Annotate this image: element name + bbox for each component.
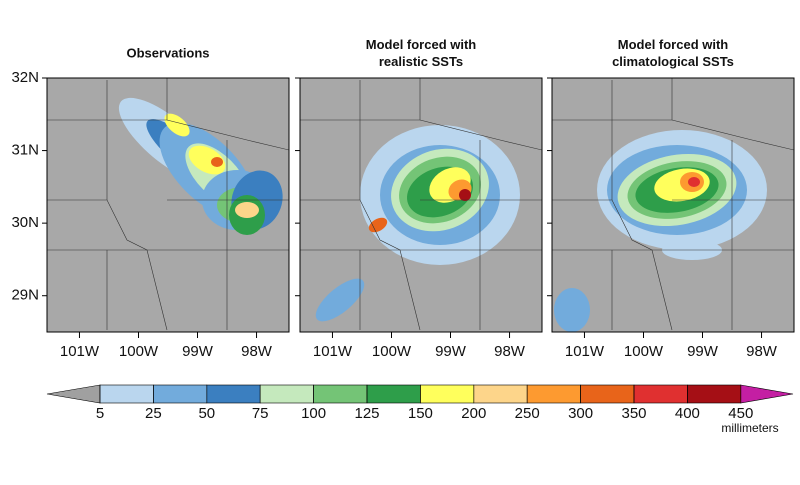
- boundary: [671, 119, 794, 151]
- colorbar-label: 75: [252, 405, 269, 422]
- colorbar-unit: millimeters: [721, 421, 778, 435]
- rain-area: [211, 157, 223, 167]
- colorbar-under: [46, 384, 101, 404]
- boundary: [419, 119, 542, 151]
- lon-label: 101W: [313, 343, 353, 360]
- colorbar-over: [740, 384, 794, 404]
- map-frame: [551, 77, 795, 333]
- rain-area: [164, 113, 190, 137]
- colorbar-segment: [99, 384, 154, 404]
- rain-area: [188, 145, 226, 175]
- map-frame: [299, 77, 543, 333]
- colorbar-label: 100: [301, 405, 326, 422]
- colorbar-segment: [259, 384, 314, 404]
- rain-area: [235, 202, 259, 218]
- lon-label: 101W: [60, 343, 100, 360]
- lon-label: 100W: [372, 343, 412, 360]
- lon-label: 98W: [241, 343, 273, 360]
- lon-label: 99W: [435, 343, 467, 360]
- lat-label: 30N: [11, 214, 39, 231]
- colorbar-segment: [473, 384, 528, 404]
- map-panel: Model forced with climatological SSTs 101W…: [547, 37, 795, 360]
- colorbar-segment: [420, 384, 475, 404]
- map-frame: [46, 77, 290, 333]
- lon-label: 98W: [494, 343, 526, 360]
- lon-label: 99W: [182, 343, 214, 360]
- boundary: [552, 199, 673, 331]
- colorbar-segment: [580, 384, 635, 404]
- colorbar-segment: [153, 384, 208, 404]
- colorbar-label: 200: [461, 405, 486, 422]
- colorbar-label: 350: [621, 405, 646, 422]
- boundary: [47, 199, 168, 331]
- rain-area: [315, 278, 365, 322]
- boundary: [166, 119, 289, 151]
- boundary: [300, 199, 421, 331]
- colorbar-segment: [366, 384, 421, 404]
- colorbar-label: 50: [198, 405, 215, 422]
- colorbar-label: 125: [354, 405, 379, 422]
- map-panel: Observations 101W 100W 99W 98W 32N 31N 30N 29N: [11, 45, 290, 360]
- lon-label: 100W: [624, 343, 664, 360]
- colorbar-label: 400: [675, 405, 700, 422]
- panel-title: Model forced with climatological SSTs: [612, 37, 734, 69]
- rain-area: [459, 189, 471, 201]
- lat-label: 31N: [11, 142, 39, 159]
- colorbar-label: 5: [96, 405, 104, 422]
- rain-field: [552, 78, 794, 332]
- panel-title: Model forced with realistic SSTs: [366, 37, 477, 69]
- colorbar-label: 450: [728, 405, 753, 422]
- lon-label: 98W: [746, 343, 778, 360]
- rain-field: [300, 78, 542, 331]
- colorbar-segment: [633, 384, 688, 404]
- colorbar-segment: [206, 384, 261, 404]
- colorbar-segment: [313, 384, 368, 404]
- rain-area: [554, 288, 590, 332]
- rain-field: [47, 78, 289, 331]
- colorbar-segment: [687, 384, 742, 404]
- lat-label: 32N: [11, 69, 39, 86]
- colorbar-label: 150: [408, 405, 433, 422]
- colorbar-label: 250: [515, 405, 540, 422]
- lon-label: 99W: [687, 343, 719, 360]
- rain-area: [688, 177, 700, 187]
- panel-title: Observations: [126, 45, 209, 60]
- lat-label: 29N: [11, 287, 39, 304]
- colorbar-segment: [526, 384, 581, 404]
- map-panel: Model forced with realistic SSTs 101W 100W 9…: [295, 37, 543, 360]
- colorbar-label: 25: [145, 405, 162, 422]
- colorbar-label: 300: [568, 405, 593, 422]
- rain-area: [368, 217, 388, 233]
- lon-label: 100W: [119, 343, 159, 360]
- lon-label: 101W: [565, 343, 605, 360]
